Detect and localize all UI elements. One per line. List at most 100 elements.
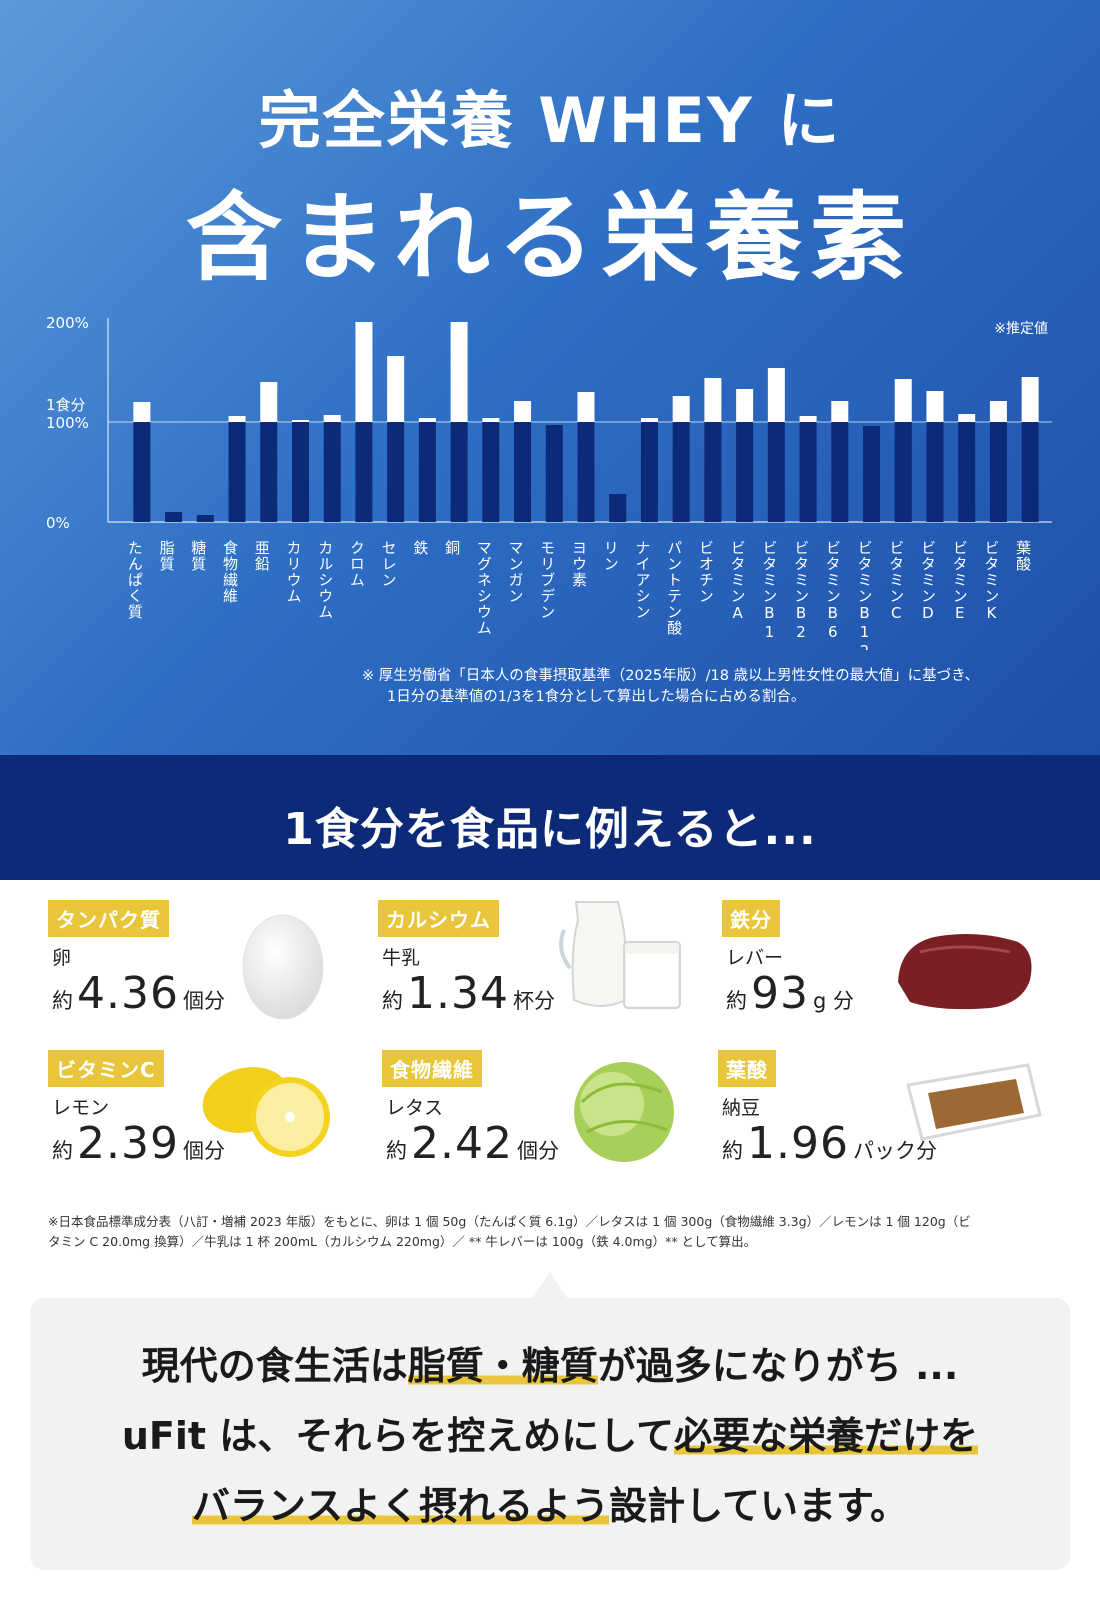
x-tick-label: ビタミンB12 — [856, 540, 874, 650]
liver-icon — [898, 934, 1032, 1010]
bar — [577, 422, 595, 522]
food-tag: 葉酸 — [718, 1050, 776, 1087]
amount-prefix: 約 — [722, 1139, 743, 1163]
bar-over-100 — [418, 418, 436, 422]
food-tag: 鉄分 — [722, 900, 780, 937]
food-tag: ビタミンC — [48, 1050, 164, 1087]
amount-prefix: 約 — [52, 989, 73, 1013]
food-amount: 約1.34 杯分 — [382, 968, 555, 1019]
x-tick-label: たんぱく質 — [126, 540, 144, 620]
food-card-iron: 鉄分 レバー 約93 g 分 — [722, 900, 1062, 1050]
food-amount: 約4.36 個分 — [52, 968, 225, 1019]
x-tick-label: ビタミンB6 — [824, 540, 842, 642]
bar-over-100 — [704, 378, 722, 422]
amount-suffix: 個分 — [182, 1139, 225, 1163]
amount-suffix: 個分 — [182, 989, 225, 1013]
message-pointer — [532, 1272, 568, 1299]
bar — [863, 426, 881, 522]
egg-icon — [242, 914, 324, 1020]
bar — [926, 422, 944, 522]
bar-over-100 — [228, 416, 246, 422]
bar-over-100 — [736, 389, 754, 422]
amount-suffix: パック分 — [852, 1139, 937, 1163]
title-line-1: 完全栄養 WHEY に — [258, 84, 842, 157]
bar — [831, 422, 849, 522]
food-card-folate: 葉酸 納豆 約1.96 パック分 — [718, 1050, 1058, 1200]
chart-footnote: ※ 厚生労働省「日本人の食事摂取基準（2025年版）/18 歳以上男性女性の最大… — [362, 666, 1082, 708]
y-tick-label: 1食分 — [46, 396, 86, 414]
chart-footnote-line-1: ※ 厚生労働省「日本人の食事摂取基準（2025年版）/18 歳以上男性女性の最大… — [362, 668, 980, 684]
hero-section: 完全栄養 WHEY に 含まれる栄養素 200% 1食分 100% 0% ※推定値 たんぱ… — [0, 0, 1100, 755]
x-tick-label: マンガン — [507, 540, 525, 604]
amount-value: 2.39 — [77, 1118, 179, 1169]
bar-over-100 — [291, 420, 309, 422]
x-tick-label: 食物繊維 — [221, 540, 239, 604]
bar — [767, 422, 785, 522]
bar-over-100 — [514, 401, 532, 422]
food-card-calcium: カルシウム 牛乳 約1.34 杯分 — [378, 900, 718, 1050]
bar — [609, 494, 627, 522]
amount-value: 1.96 — [747, 1118, 849, 1169]
amount-value: 1.34 — [407, 968, 509, 1019]
food-tag: タンパク質 — [48, 900, 169, 937]
comparison-heading: 1食分を食品に例えると... — [283, 804, 817, 855]
x-tick-label: セレン — [380, 540, 398, 588]
bar — [196, 515, 214, 522]
food-amount: 約2.39 個分 — [52, 1118, 225, 1169]
amount-value: 93 — [751, 968, 809, 1019]
x-tick-label: 脂質 — [158, 540, 176, 572]
food-card-protein: タンパク質 卵 約4.36 個分 — [48, 900, 388, 1050]
food-name: レバー — [726, 947, 784, 969]
x-tick-label: マグネシウム — [475, 540, 493, 636]
message-highlight: バランスよく摂れるよう — [191, 1484, 610, 1528]
x-tick-label: モリブデン — [538, 540, 556, 620]
food-name: 納豆 — [722, 1097, 761, 1119]
food-footnote-line-2: タミン C 20.0mg 換算）／牛乳は 1 杯 200mL（カルシウム 220… — [48, 1234, 757, 1249]
bar — [672, 422, 690, 522]
food-name: レモン — [52, 1097, 110, 1119]
amount-prefix: 約 — [386, 1139, 407, 1163]
amount-prefix: 約 — [52, 1139, 73, 1163]
x-tick-label: カルシウム — [316, 540, 334, 620]
lemon-icon — [202, 1067, 330, 1157]
x-tick-label: 葉酸 — [1014, 540, 1032, 572]
comparison-band: 1食分を食品に例えると... — [0, 755, 1100, 880]
bar — [133, 422, 151, 522]
bar — [736, 422, 754, 522]
x-tick-label: ヨウ素 — [570, 540, 588, 588]
bar-over-100 — [577, 392, 595, 422]
food-amount: 約93 g 分 — [726, 968, 854, 1019]
bar — [228, 422, 246, 522]
x-tick-label: ビオチン — [697, 540, 715, 604]
amount-prefix: 約 — [726, 989, 747, 1013]
x-tick-label: ビタミンC — [887, 540, 905, 623]
x-tick-label: リン — [602, 540, 620, 572]
bar — [545, 425, 563, 522]
title-line-2: 含まれる栄養素 — [186, 182, 914, 294]
message-line-3: バランスよく摂れるよう設計しています。 — [0, 1475, 1100, 1530]
x-tick-label: 亜鉛 — [253, 540, 271, 572]
bar-over-100 — [1021, 377, 1039, 422]
message-text: が過多になりがち ... — [597, 1344, 959, 1388]
natto-icon — [906, 1063, 1042, 1141]
message-text: 設計しています。 — [609, 1484, 909, 1528]
x-tick-label: パントテン酸 — [665, 540, 683, 636]
lettuce-icon — [574, 1062, 674, 1162]
bar — [323, 422, 341, 522]
bar-over-100 — [672, 396, 690, 422]
amount-prefix: 約 — [382, 989, 403, 1013]
message-line-1: 現代の食生活は脂質・糖質が過多になりがち ... — [0, 1335, 1100, 1390]
bar — [418, 422, 436, 522]
x-tick-label: 鉄 — [411, 540, 429, 556]
x-tick-label: ビタミンD — [919, 540, 937, 623]
bar-over-100 — [387, 356, 405, 422]
x-tick-label: 糖質 — [189, 540, 207, 572]
x-tick-label: ビタミンK — [982, 540, 1000, 623]
estimate-note: ※推定値 — [994, 321, 1048, 337]
bar-over-100 — [894, 379, 912, 422]
amount-suffix: 杯分 — [512, 989, 555, 1013]
x-tick-label: ナイアシン — [633, 540, 651, 620]
bar — [260, 422, 278, 522]
